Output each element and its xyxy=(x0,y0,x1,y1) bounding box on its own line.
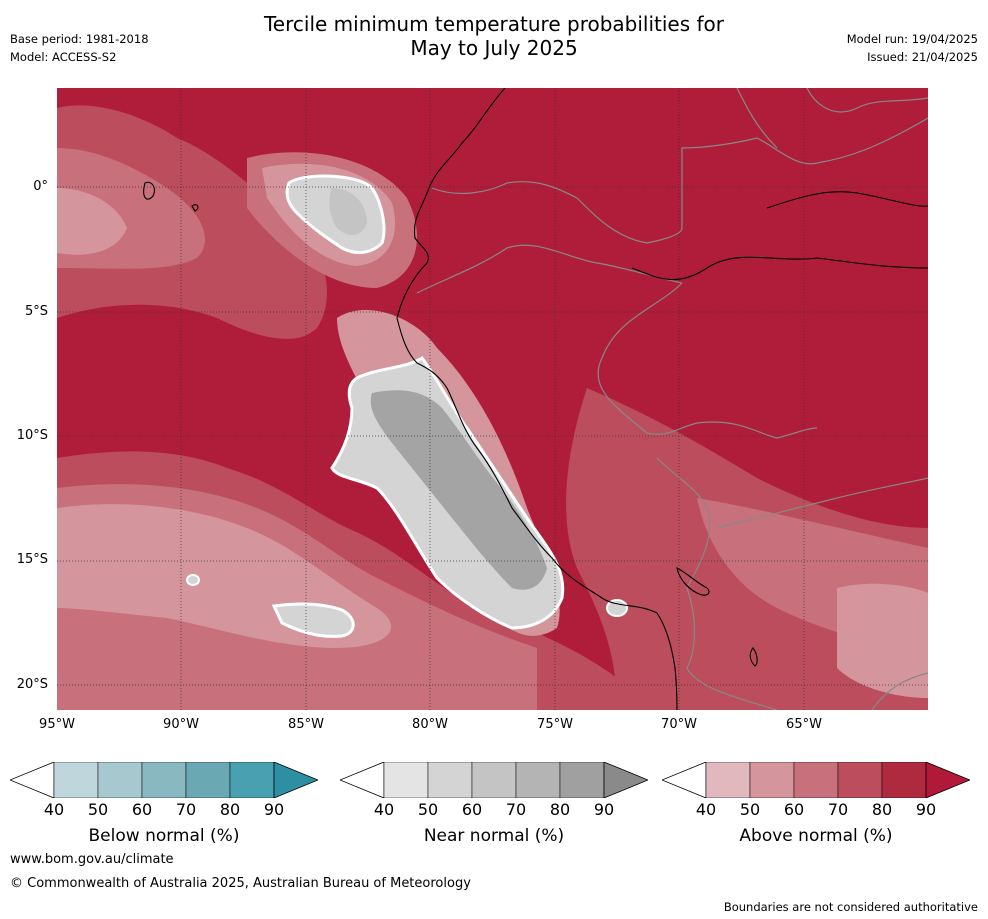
colorbar-extend-high xyxy=(603,761,650,799)
tick-above-80: 80 xyxy=(871,800,893,819)
probability-map xyxy=(57,88,928,710)
colorbar-below-normal xyxy=(8,761,320,799)
meta-right: Model run: 19/04/2025 Issued: 21/04/2025 xyxy=(847,30,978,66)
colorbar-near-svg xyxy=(338,761,650,799)
colorbar-above-normal xyxy=(660,761,972,799)
tick-below-70: 70 xyxy=(175,800,197,819)
near-normal-small-region xyxy=(186,574,200,586)
band-60-galapagos xyxy=(57,188,127,255)
colorbar-segment xyxy=(427,761,473,799)
title-line-2: May to July 2025 xyxy=(410,36,578,60)
colorbar-near-normal xyxy=(338,761,650,799)
lat-label-10s: 10°S xyxy=(16,428,48,443)
model-run: Model run: 19/04/2025 xyxy=(846,32,978,46)
coastline xyxy=(143,88,928,710)
boundaries-note: Boundaries are not considered authoritat… xyxy=(723,900,978,914)
tick-below-50: 50 xyxy=(87,800,109,819)
colorbar-segment xyxy=(53,761,99,799)
colorbar-segment xyxy=(141,761,187,799)
country-borders xyxy=(416,88,928,710)
tick-below-90: 90 xyxy=(263,800,285,819)
colorbar-segment xyxy=(793,761,839,799)
tick-near-60: 60 xyxy=(461,800,483,819)
tick-above-90: 90 xyxy=(915,800,937,819)
lon-label-70w: 70°W xyxy=(661,717,697,732)
website-link[interactable]: www.bom.gov.au/climate xyxy=(10,852,174,867)
near-normal-arica-region xyxy=(606,599,628,617)
colorbar-extend-low xyxy=(338,761,385,799)
meta-left: Base period: 1981-2018 Model: ACCESS-S2 xyxy=(10,30,149,66)
lat-label-0: 0° xyxy=(33,179,48,194)
lon-label-90w: 90°W xyxy=(163,717,199,732)
near-normal-peru-core xyxy=(370,390,547,590)
lon-label-80w: 80°W xyxy=(412,717,448,732)
tick-below-40: 40 xyxy=(43,800,65,819)
colorbar-above-svg xyxy=(660,761,972,799)
near-normal-equatorial-core xyxy=(329,188,367,235)
tick-above-50: 50 xyxy=(739,800,761,819)
copyright-text: © Commonwealth of Australia 2025, Austra… xyxy=(10,876,471,891)
colorbar-extend-low xyxy=(660,761,707,799)
graticule xyxy=(57,88,928,710)
tick-near-80: 80 xyxy=(549,800,571,819)
band-60-interior xyxy=(837,583,928,698)
tick-near-70: 70 xyxy=(505,800,527,819)
issued-date: Issued: 21/04/2025 xyxy=(867,50,978,64)
tick-near-90: 90 xyxy=(593,800,615,819)
colorbar-segment xyxy=(881,761,927,799)
tick-below-60: 60 xyxy=(131,800,153,819)
colorbar-extend-low xyxy=(8,761,55,799)
near-normal-south-region xyxy=(271,602,355,638)
label-near-normal: Near normal (%) xyxy=(423,826,565,846)
lon-label-85w: 85°W xyxy=(288,717,324,732)
colorbar-segment xyxy=(559,761,605,799)
colorbar-segment xyxy=(515,761,561,799)
colorbar-segment xyxy=(185,761,231,799)
lat-label-15s: 15°S xyxy=(16,552,48,567)
tick-above-70: 70 xyxy=(827,800,849,819)
lat-label-5s: 5°S xyxy=(24,304,48,319)
base-period: Base period: 1981-2018 xyxy=(10,32,149,46)
lon-label-65w: 65°W xyxy=(786,717,822,732)
label-below-normal: Below normal (%) xyxy=(88,826,240,846)
tick-above-40: 40 xyxy=(695,800,717,819)
lon-label-75w: 75°W xyxy=(537,717,573,732)
colorbar-segment xyxy=(383,761,429,799)
tick-below-80: 80 xyxy=(219,800,241,819)
lon-label-95w: 95°W xyxy=(39,717,75,732)
colorbar-segment xyxy=(749,761,795,799)
tick-above-60: 60 xyxy=(783,800,805,819)
colorbar-segment xyxy=(837,761,883,799)
colorbar-segment xyxy=(705,761,751,799)
colorbar-segment xyxy=(471,761,517,799)
title-line-1: Tercile minimum temperature probabilitie… xyxy=(263,12,725,36)
model-name: Model: ACCESS-S2 xyxy=(10,50,117,64)
tick-near-40: 40 xyxy=(373,800,395,819)
colorbar-extend-high xyxy=(925,761,972,799)
colorbar-segment xyxy=(97,761,143,799)
label-above-normal: Above normal (%) xyxy=(739,826,893,846)
tick-near-50: 50 xyxy=(417,800,439,819)
colorbar-segment xyxy=(229,761,275,799)
map-title: Tercile minimum temperature probabilitie… xyxy=(0,12,988,60)
colorbar-extend-high xyxy=(273,761,320,799)
colorbar-below-svg xyxy=(8,761,320,799)
map-svg xyxy=(57,88,928,710)
lat-label-20s: 20°S xyxy=(16,677,48,692)
